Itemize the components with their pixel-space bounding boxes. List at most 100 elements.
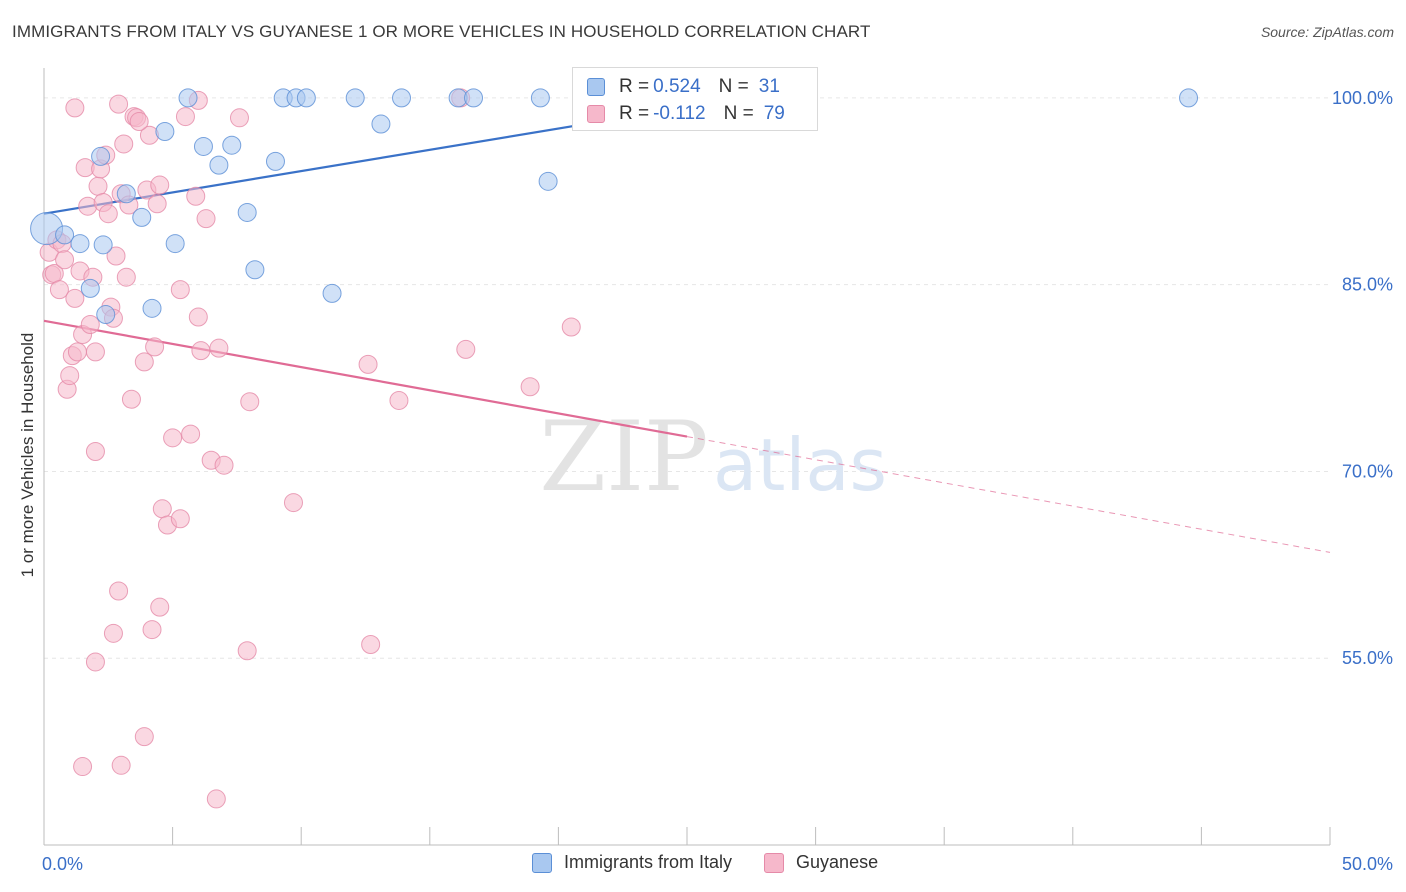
watermark-zip: ZIP bbox=[539, 401, 708, 513]
point-italy bbox=[538, 171, 558, 191]
point-italy bbox=[132, 207, 152, 227]
point-guyanese bbox=[142, 620, 162, 640]
point-guyanese bbox=[60, 366, 80, 386]
axes bbox=[43, 68, 1331, 846]
point-guyanese bbox=[85, 652, 105, 672]
point-guyanese bbox=[67, 342, 87, 362]
legend-r-label: R = bbox=[619, 103, 650, 124]
legend-item-guyanese[interactable]: Guyanese bbox=[764, 852, 878, 873]
point-guyanese bbox=[191, 341, 211, 361]
point-guyanese bbox=[147, 194, 167, 214]
point-guyanese bbox=[188, 307, 208, 327]
legend-swatch-guyanese bbox=[764, 852, 785, 873]
watermark-atlas: atlas bbox=[713, 423, 887, 507]
point-guyanese bbox=[109, 581, 129, 601]
point-italy bbox=[165, 234, 185, 254]
point-italy bbox=[345, 88, 365, 108]
point-guyanese bbox=[55, 250, 75, 270]
point-guyanese bbox=[456, 339, 476, 359]
point-guyanese bbox=[103, 623, 123, 643]
point-guyanese bbox=[283, 493, 303, 513]
point-italy bbox=[392, 88, 412, 108]
point-guyanese bbox=[65, 288, 85, 308]
point-italy bbox=[464, 88, 484, 108]
point-guyanese bbox=[361, 635, 381, 655]
y-tick-label: 85.0% bbox=[1342, 275, 1393, 295]
point-guyanese bbox=[186, 186, 206, 206]
legend-n-value: 79 bbox=[763, 103, 785, 124]
point-guyanese bbox=[65, 98, 85, 118]
point-italy bbox=[296, 88, 316, 108]
point-italy bbox=[80, 278, 100, 298]
point-guyanese bbox=[152, 499, 172, 519]
point-guyanese bbox=[389, 390, 409, 410]
point-guyanese bbox=[520, 377, 540, 397]
point-guyanese bbox=[85, 442, 105, 462]
point-italy bbox=[245, 260, 265, 280]
x-tick-label: 50.0% bbox=[1342, 854, 1393, 874]
point-guyanese bbox=[111, 755, 131, 775]
point-guyanese bbox=[163, 428, 183, 448]
point-guyanese bbox=[229, 108, 249, 128]
point-italy bbox=[178, 88, 198, 108]
point-guyanese bbox=[175, 107, 195, 127]
y-tick-label: 100.0% bbox=[1332, 88, 1393, 108]
chart-source: Source: ZipAtlas.com bbox=[1260, 24, 1394, 40]
chart-title: IMMIGRANTS FROM ITALY VS GUYANESE 1 OR M… bbox=[12, 22, 871, 41]
legend-item-italy[interactable]: Immigrants from Italy bbox=[532, 852, 732, 873]
point-italy bbox=[237, 202, 257, 222]
point-italy bbox=[96, 305, 116, 325]
point-guyanese bbox=[134, 727, 154, 747]
point-guyanese bbox=[358, 354, 378, 374]
legend-row-italy: R = 0.524 N = 31 bbox=[587, 74, 780, 100]
point-guyanese bbox=[129, 112, 149, 132]
point-italy bbox=[155, 122, 175, 142]
point-guyanese bbox=[49, 280, 69, 300]
point-guyanese bbox=[85, 342, 105, 362]
trend-line-guyanese bbox=[43, 319, 688, 438]
point-guyanese bbox=[170, 280, 190, 300]
point-guyanese bbox=[237, 641, 257, 661]
legend-n-label: N = bbox=[718, 76, 749, 97]
data-points bbox=[30, 88, 1199, 809]
correlation-legend: R = 0.524 N = 31 R = -0.112 N = 79 bbox=[572, 67, 818, 131]
watermark: ZIP atlas bbox=[539, 401, 887, 513]
point-italy bbox=[93, 235, 113, 255]
point-guyanese bbox=[121, 389, 141, 409]
point-guyanese bbox=[106, 246, 126, 266]
point-guyanese bbox=[114, 134, 134, 154]
point-italy bbox=[193, 136, 213, 156]
point-guyanese bbox=[150, 175, 170, 195]
point-italy bbox=[91, 146, 111, 166]
point-italy bbox=[55, 225, 75, 245]
legend-swatch-italy bbox=[587, 78, 605, 96]
point-guyanese bbox=[116, 267, 136, 287]
point-italy bbox=[371, 114, 391, 134]
point-guyanese bbox=[240, 392, 260, 412]
legend-swatch-italy bbox=[532, 852, 552, 873]
tick-labels: 100.0% 85.0% 70.0% 55.0% 0.0% 50.0% bbox=[42, 88, 1393, 874]
legend-r-label: R = bbox=[619, 76, 650, 97]
point-guyanese bbox=[134, 352, 154, 372]
point-guyanese bbox=[561, 317, 581, 337]
series-legend: Immigrants from Italy Guyanese bbox=[532, 852, 910, 873]
legend-swatch-guyanese bbox=[587, 105, 605, 123]
point-guyanese bbox=[109, 94, 129, 114]
legend-row-guyanese: R = -0.112 N = 79 bbox=[587, 101, 785, 127]
legend-n-value: 31 bbox=[758, 76, 780, 97]
point-guyanese bbox=[209, 338, 229, 358]
point-guyanese bbox=[88, 176, 108, 196]
point-guyanese bbox=[206, 789, 226, 809]
legend-n-label: N = bbox=[723, 103, 754, 124]
point-guyanese bbox=[181, 424, 201, 444]
point-italy bbox=[265, 151, 285, 171]
point-guyanese bbox=[145, 337, 165, 357]
point-italy bbox=[116, 184, 136, 204]
x-tick-label: 0.0% bbox=[42, 854, 83, 874]
point-italy bbox=[530, 88, 550, 108]
point-italy bbox=[142, 298, 162, 318]
legend-r-value: 0.524 bbox=[653, 76, 701, 97]
y-tick-label: 55.0% bbox=[1342, 648, 1393, 668]
point-italy bbox=[322, 283, 342, 303]
